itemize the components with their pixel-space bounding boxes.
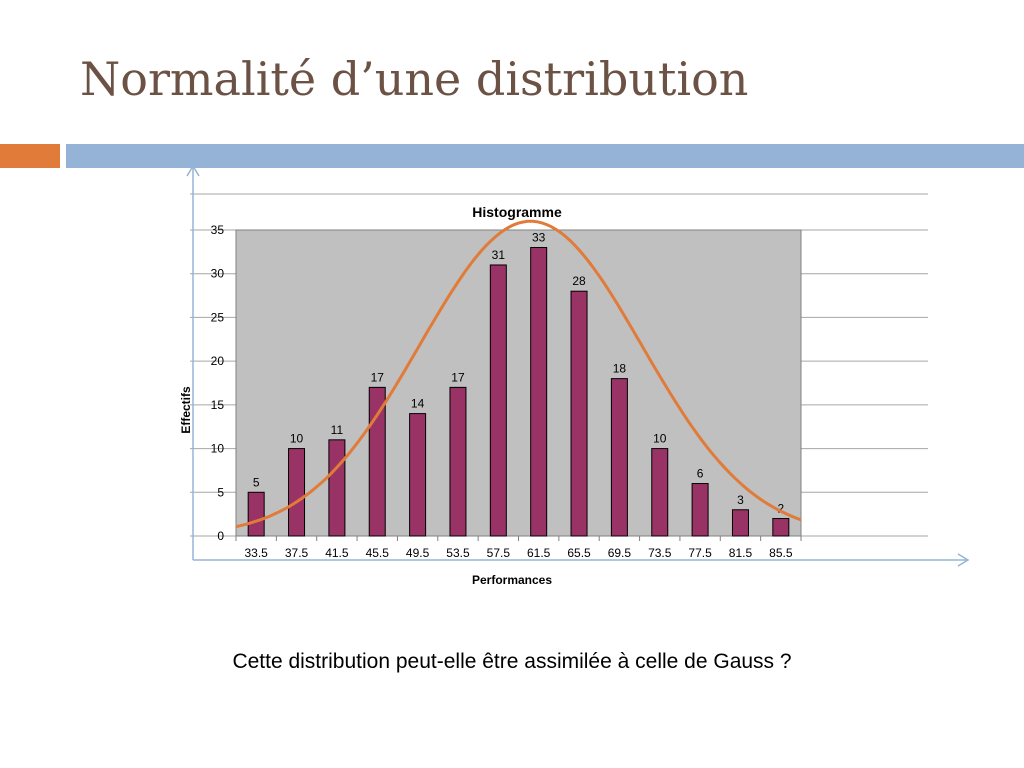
data-label: 18: [613, 362, 627, 376]
bar: [530, 246, 548, 537]
x-tick-label: 69.5: [608, 546, 632, 560]
bar: [691, 483, 709, 537]
accent-bar-orange: [0, 144, 60, 168]
y-axis-label: Effectifs: [179, 386, 193, 434]
y-tick-label: 10: [211, 442, 225, 456]
bar: [489, 264, 507, 537]
x-tick-label: 41.5: [325, 546, 349, 560]
x-tick-label: 61.5: [527, 546, 551, 560]
bar: [610, 378, 628, 537]
bar: [328, 439, 346, 537]
data-label: 33: [532, 230, 546, 244]
x-axis-label: Performances: [472, 573, 552, 587]
slide-title: Normalité d’une distribution: [80, 52, 749, 106]
y-tick-label: 5: [217, 485, 224, 499]
y-tick-label: 30: [211, 267, 225, 281]
data-label: 17: [371, 370, 385, 384]
data-label: 31: [492, 248, 506, 262]
bar: [772, 518, 790, 537]
bar: [288, 448, 306, 537]
data-label: 11: [331, 423, 344, 437]
x-tick-label: 57.5: [487, 546, 511, 560]
data-label: 5: [253, 475, 260, 489]
bar: [368, 386, 386, 537]
x-tick-label: 65.5: [567, 546, 591, 560]
x-tick-label: 45.5: [366, 546, 390, 560]
x-tick-label: 85.5: [769, 546, 793, 560]
x-tick-label: 37.5: [285, 546, 309, 560]
slide-caption: Cette distribution peut-elle être assimi…: [232, 650, 792, 673]
data-label: 2: [777, 502, 784, 516]
x-tick-label: 49.5: [406, 546, 430, 560]
data-label: 6: [697, 467, 704, 481]
x-tick-label: 81.5: [729, 546, 753, 560]
x-tick-label: 73.5: [648, 546, 672, 560]
axis-arrows: [186, 164, 970, 567]
bar: [570, 290, 588, 537]
bar: [409, 413, 427, 537]
bar: [247, 491, 265, 537]
data-label: 10: [653, 432, 667, 446]
bar: [731, 509, 749, 537]
plot-area: [235, 229, 802, 537]
y-tick-label: 25: [211, 310, 225, 324]
x-tick-label: 77.5: [688, 546, 712, 560]
chart-title: Histogramme: [472, 204, 562, 220]
x-tick-label: 53.5: [446, 546, 470, 560]
data-label: 3: [737, 493, 744, 507]
data-label: 14: [411, 397, 425, 411]
x-arrowhead: [957, 553, 970, 567]
x-tick-label: 33.5: [244, 546, 268, 560]
data-label: 10: [290, 432, 304, 446]
data-label: 17: [451, 370, 465, 384]
y-tick-label: 15: [211, 398, 225, 412]
data-label: 28: [572, 274, 586, 288]
y-tick-label: 35: [211, 223, 225, 237]
y-tick-label: 0: [217, 529, 224, 543]
y-tick-label: 20: [211, 354, 225, 368]
bar: [651, 448, 669, 537]
accent-bar-blue: [66, 144, 1024, 168]
bar: [449, 386, 467, 537]
y-arrowhead: [186, 164, 200, 177]
normal-curve: [235, 219, 802, 529]
